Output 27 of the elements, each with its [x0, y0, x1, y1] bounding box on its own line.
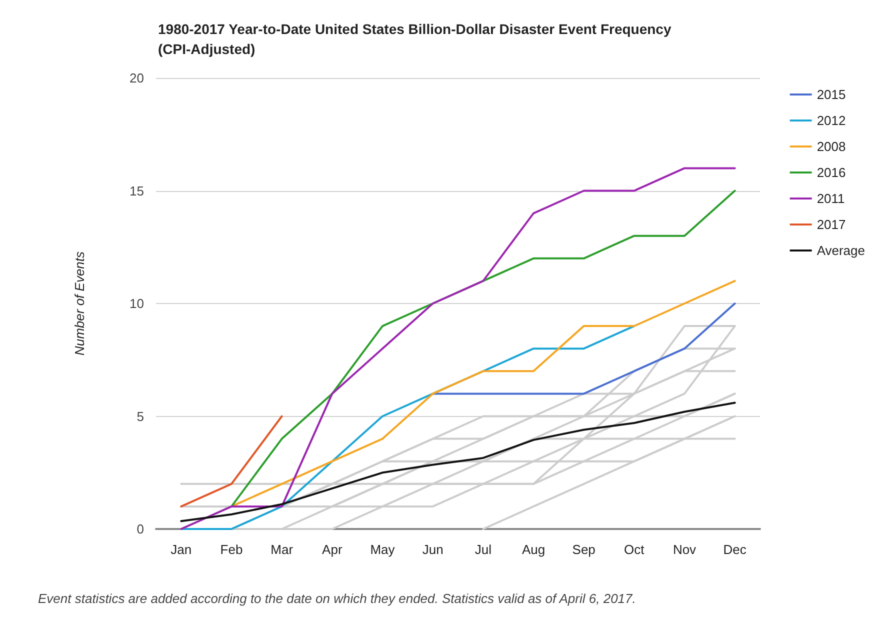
x-tick-label: May: [370, 542, 396, 557]
legend-label: 2015: [816, 87, 846, 102]
x-tick-label: Dec: [723, 542, 747, 557]
y-axis-title: Number of Events: [72, 250, 87, 356]
legend-label: 2008: [816, 139, 846, 154]
x-tick-label: Oct: [624, 542, 645, 557]
x-tick-label: Nov: [672, 542, 697, 557]
legend-label: 2017: [816, 217, 846, 232]
x-tick-label: Feb: [220, 542, 243, 557]
legend-label: 2012: [816, 113, 846, 128]
x-tick-label: Mar: [270, 542, 294, 557]
y-tick-label: 20: [130, 70, 144, 86]
x-tick-label: Jul: [474, 542, 492, 557]
x-tick-label: Jan: [170, 542, 192, 557]
x-tick-label: Aug: [522, 542, 546, 557]
y-tick-label: 0: [136, 522, 144, 536]
legend-label: Average: [816, 243, 865, 258]
x-tick-label: Sep: [572, 542, 596, 557]
y-tick-label: 5: [136, 408, 144, 424]
y-tick-label: 15: [130, 183, 144, 198]
legend-label: 2011: [816, 191, 845, 206]
x-tick-label: Apr: [322, 542, 343, 557]
y-tick-label: 10: [130, 296, 144, 311]
x-tick-label: Jun: [422, 542, 444, 557]
legend-label: 2016: [816, 165, 846, 180]
text: Event statistics are added according to the date on which they ended. Statistics valid as of April 6, 2017.: [38, 591, 636, 606]
chart-title: 1980-2017 Year-to-Date United States Billion-Dollar Disaster Event Frequency (CPI-Adjusted): [158, 21, 676, 57]
